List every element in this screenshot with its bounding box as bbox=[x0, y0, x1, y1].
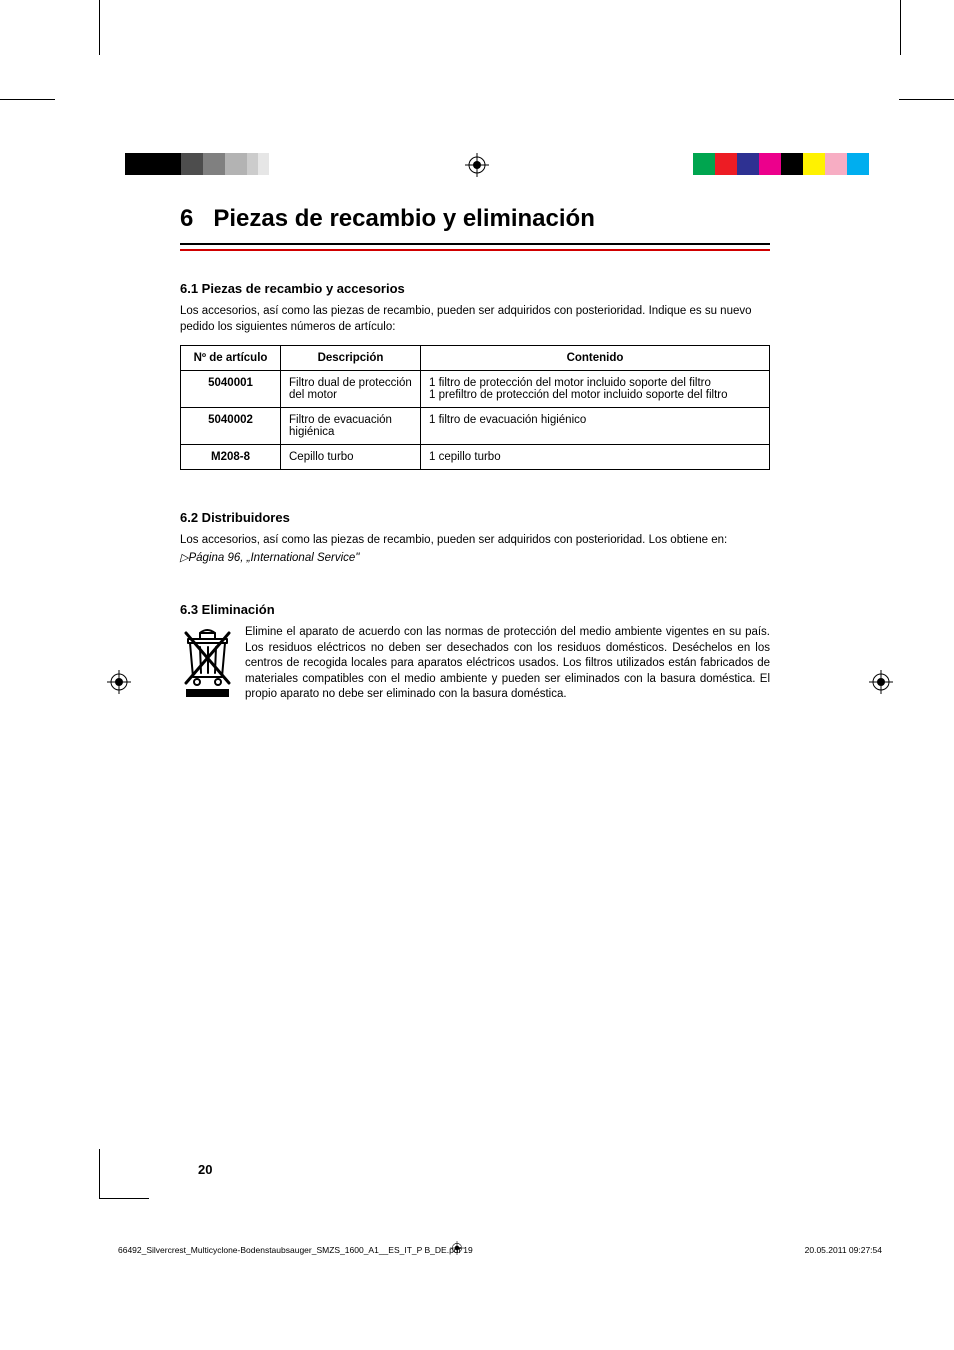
article-description: Cepillo turbo bbox=[281, 445, 421, 470]
article-content: 1 filtro de evacuación higiénico bbox=[421, 408, 770, 445]
article-number: 5040001 bbox=[181, 371, 281, 408]
crop-mark bbox=[899, 99, 954, 100]
table-row: M208-8Cepillo turbo1 cepillo turbo bbox=[181, 445, 770, 470]
article-number: M208-8 bbox=[181, 445, 281, 470]
section-body: Los accesorios, así como las piezas de r… bbox=[180, 533, 770, 549]
table-row: 5040001Filtro dual de protección del mot… bbox=[181, 371, 770, 408]
article-content: 1 cepillo turbo bbox=[421, 445, 770, 470]
rule-red bbox=[180, 249, 770, 251]
color-swatch bbox=[125, 153, 159, 175]
color-swatch bbox=[269, 153, 291, 175]
section-reference: ▷Página 96, „International Service" bbox=[180, 551, 770, 567]
col-header: Contenido bbox=[421, 346, 770, 371]
article-number: 5040002 bbox=[181, 408, 281, 445]
section-heading: 6.2 Distribuidores bbox=[180, 510, 770, 525]
article-description: Filtro dual de protección del motor bbox=[281, 371, 421, 408]
footer-line bbox=[99, 1198, 149, 1199]
color-swatch bbox=[803, 153, 825, 175]
rule-black bbox=[180, 243, 770, 245]
registration-mark-icon bbox=[869, 670, 893, 694]
color-swatch bbox=[715, 153, 737, 175]
color-swatch bbox=[225, 153, 247, 175]
col-header: Nº de artículo bbox=[181, 346, 281, 371]
page-number: 20 bbox=[198, 1162, 212, 1177]
color-swatch bbox=[781, 153, 803, 175]
section-distributors: 6.2 Distribuidores Los accesorios, así c… bbox=[180, 510, 770, 566]
color-swatch bbox=[737, 153, 759, 175]
color-swatch bbox=[693, 153, 715, 175]
registration-color-bar-right bbox=[671, 153, 869, 175]
registration-color-bar-left bbox=[125, 153, 291, 175]
registration-mark-icon bbox=[465, 153, 489, 177]
footer-timestamp: 20.05.2011 09:27:54 bbox=[805, 1245, 882, 1255]
chapter-title: 6 Piezas de recambio y eliminación bbox=[180, 205, 770, 243]
color-swatch bbox=[759, 153, 781, 175]
registration-mark-icon bbox=[450, 1241, 464, 1255]
section-intro: Los accesorios, así como las piezas de r… bbox=[180, 304, 770, 335]
color-swatch bbox=[203, 153, 225, 175]
color-swatch bbox=[847, 153, 869, 175]
section-heading: 6.1 Piezas de recambio y accesorios bbox=[180, 281, 770, 296]
col-header: Descripción bbox=[281, 346, 421, 371]
section-spare-parts: 6.1 Piezas de recambio y accesorios Los … bbox=[180, 281, 770, 470]
section-heading: 6.3 Eliminación bbox=[180, 602, 770, 617]
disposal-body-text: Elimine el aparato de acuerdo con las no… bbox=[245, 625, 770, 704]
table-row: 5040002Filtro de evacuación higiénica1 f… bbox=[181, 408, 770, 445]
weee-bin-icon bbox=[180, 625, 235, 704]
color-swatch bbox=[258, 153, 269, 175]
chapter-title-text: Piezas de recambio y eliminación bbox=[213, 205, 595, 232]
crop-mark bbox=[900, 0, 901, 55]
color-swatch bbox=[671, 153, 693, 175]
chapter-number: 6 bbox=[180, 205, 193, 232]
footer-line bbox=[99, 1149, 100, 1199]
article-description: Filtro de evacuación higiénica bbox=[281, 408, 421, 445]
color-swatch bbox=[247, 153, 258, 175]
color-swatch bbox=[825, 153, 847, 175]
color-swatch bbox=[181, 153, 203, 175]
article-content: 1 filtro de protección del motor incluid… bbox=[421, 371, 770, 408]
color-swatch bbox=[159, 153, 181, 175]
table-header-row: Nº de artículo Descripción Contenido bbox=[181, 346, 770, 371]
page-content: 6 Piezas de recambio y eliminación 6.1 P… bbox=[180, 205, 770, 704]
reference-text: Página 96, „International Service" bbox=[188, 552, 359, 564]
registration-mark-icon bbox=[107, 670, 131, 694]
parts-table: Nº de artículo Descripción Contenido 504… bbox=[180, 345, 770, 470]
section-disposal: 6.3 Eliminación bbox=[180, 602, 770, 704]
crop-mark bbox=[0, 99, 55, 100]
footer-file-text: 66492_Silvercrest_Multicyclone-Bodenstau… bbox=[118, 1245, 473, 1255]
crop-mark bbox=[99, 0, 100, 55]
